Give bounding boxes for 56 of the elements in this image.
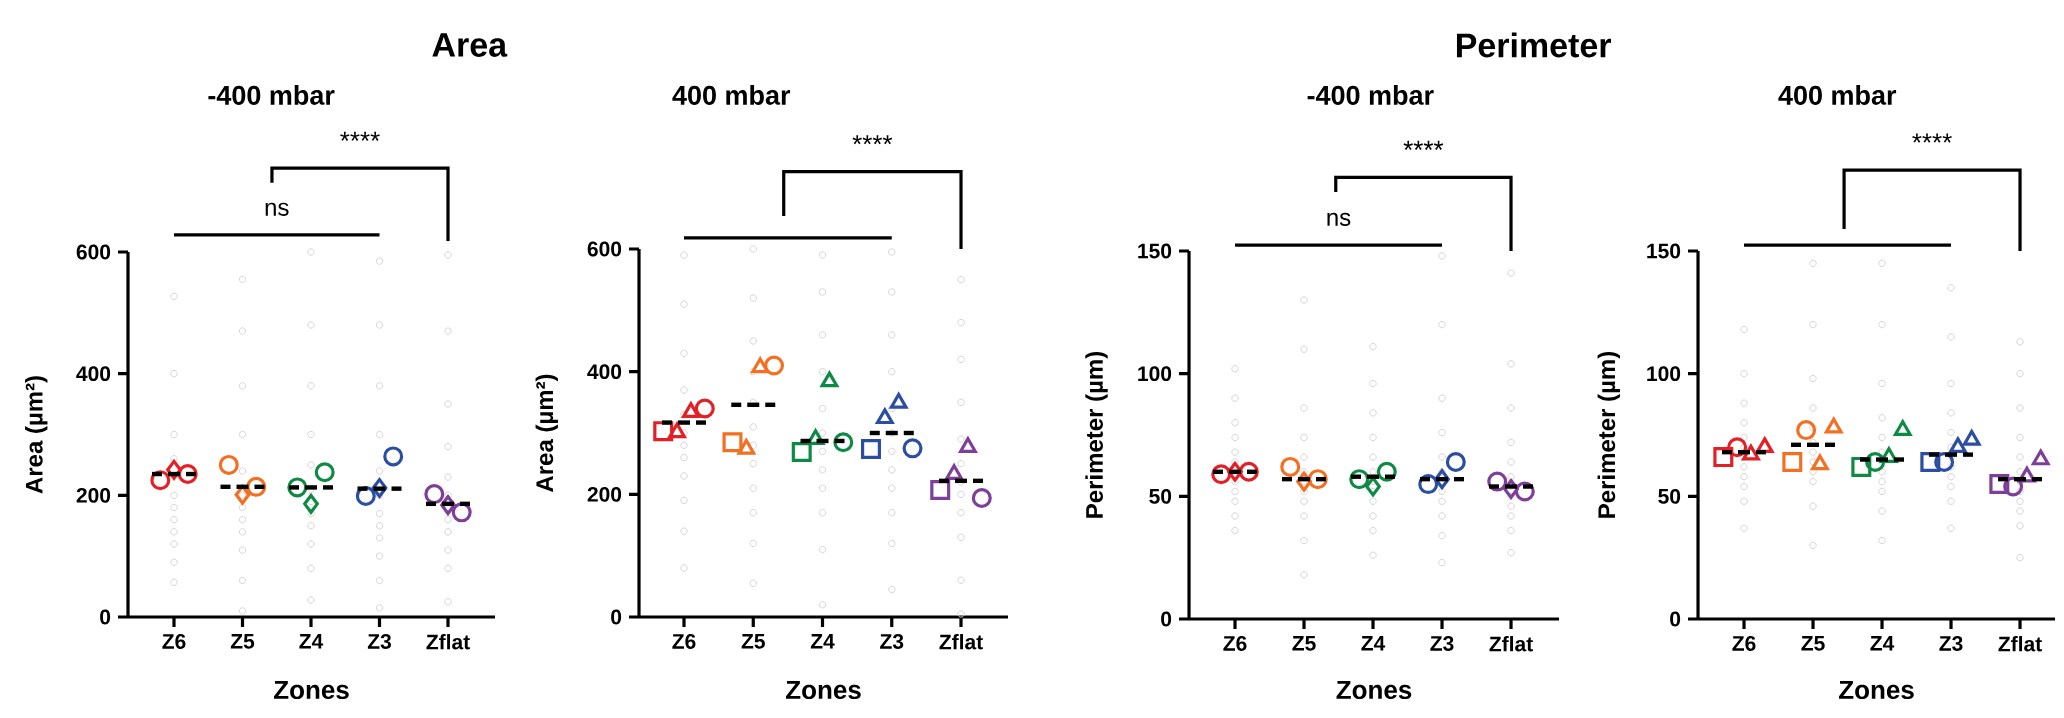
x-tick-label: Z6 [162,634,186,649]
y-tick-label: 50 [1149,488,1172,504]
x-tick-label: Zflat [426,634,470,650]
chart-subtitle: 400 mbar [672,85,791,105]
y-tick-label: 0 [100,609,111,625]
x-tick-label: Zflat [939,634,983,650]
y-tick-label: 100 [1138,366,1172,382]
y-tick-label: 200 [76,487,111,503]
x-tick-label: Z3 [1939,636,1963,651]
text: **** [1912,133,1952,143]
y-axis-title: Perimeter (µm) [1597,351,1620,518]
x-tick-label: Zflat [1998,636,2042,652]
y-tick-label: 400 [76,366,111,382]
chart-title: Area [432,33,508,57]
text: ns [1327,212,1351,226]
x-tick-label: Zflat [1489,636,1533,652]
chart-subtitle: -400 mbar [208,85,335,105]
y-tick-label: 0 [1161,611,1172,627]
x-axis-title: Zones [786,680,861,700]
text: ns [265,202,289,216]
x-axis-title: Zones [1839,680,1914,700]
x-tick-label: Z5 [741,634,765,649]
y-axis-title: Area (µm²) [535,374,558,492]
x-tick-label: Z4 [1870,636,1895,651]
text: **** [1403,140,1444,150]
x-tick-label: Z3 [880,634,904,649]
y-tick-label: 600 [76,244,111,260]
x-axis-title: Zones [274,680,349,700]
x-tick-label: Z6 [1732,636,1756,651]
y-tick-label: 400 [587,364,622,380]
y-tick-label: 150 [1138,243,1172,259]
x-tick-label: Z5 [1801,636,1825,651]
y-tick-label: 200 [587,486,622,502]
chart-subtitle: 400 mbar [1778,85,1897,105]
y-tick-label: 0 [1670,611,1681,627]
y-tick-label: 600 [587,241,622,257]
x-tick-label: Z3 [367,634,391,649]
y-tick-label: 100 [1647,366,1681,382]
y-tick-label: 0 [611,609,622,625]
x-tick-label: Z4 [1361,636,1386,651]
y-axis-title: Perimeter (µm) [1085,351,1108,518]
x-tick-label: Z4 [810,634,835,649]
x-tick-label: Z5 [230,634,255,649]
y-axis-title: Area (µm²) [25,376,48,494]
chart-subtitle: -400 mbar [1307,85,1434,105]
x-axis-title: Zones [1336,680,1412,700]
y-tick-label: 150 [1647,243,1681,259]
chart-title: Perimeter [1456,32,1612,58]
x-tick-label: Z6 [672,634,696,649]
x-tick-label: Z5 [1292,636,1316,651]
text: **** [852,135,893,145]
text: **** [340,131,380,141]
y-tick-label: 50 [1658,488,1681,504]
x-tick-label: Z3 [1430,636,1454,651]
x-tick-label: Z4 [299,634,324,649]
x-tick-label: Z6 [1223,636,1247,651]
